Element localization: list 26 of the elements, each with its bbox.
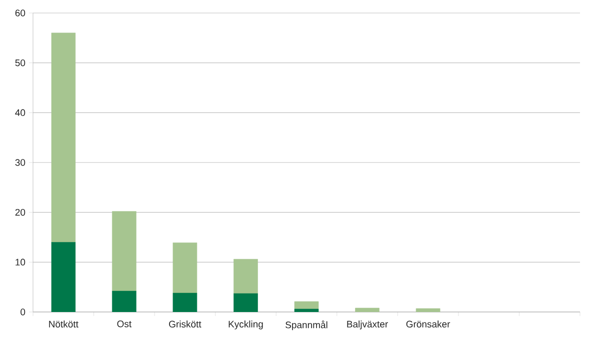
x-tick-label: Griskött	[169, 320, 202, 328]
x-tick-label: Baljväxter	[347, 320, 388, 330]
bar	[416, 308, 440, 312]
y-tick-label: 0	[20, 308, 26, 316]
bar	[294, 308, 319, 312]
bar	[112, 290, 136, 312]
bar	[51, 242, 76, 312]
bar	[294, 301, 319, 310]
bar	[51, 32, 76, 242]
x-tick-label: Spannmål	[286, 320, 328, 330]
bar	[355, 308, 380, 312]
bar	[172, 242, 198, 294]
x-tick-label: Grönsaker	[406, 320, 450, 328]
y-tick-label: 10	[16, 258, 26, 266]
x-tick-label: Nötkött	[49, 320, 78, 328]
y-tick-label: 30	[15, 159, 26, 166]
y-tick-label: 40	[15, 109, 26, 116]
bar	[234, 259, 258, 294]
bar	[172, 292, 198, 312]
x-tick-label: Ost	[117, 320, 132, 328]
x-tick-label: Kyckling	[228, 320, 263, 330]
bar	[112, 211, 136, 292]
y-tick-label: 50	[15, 59, 26, 66]
y-tick-label: 20	[15, 208, 26, 216]
y-tick-label: 60	[15, 10, 26, 16]
bar	[234, 293, 258, 312]
